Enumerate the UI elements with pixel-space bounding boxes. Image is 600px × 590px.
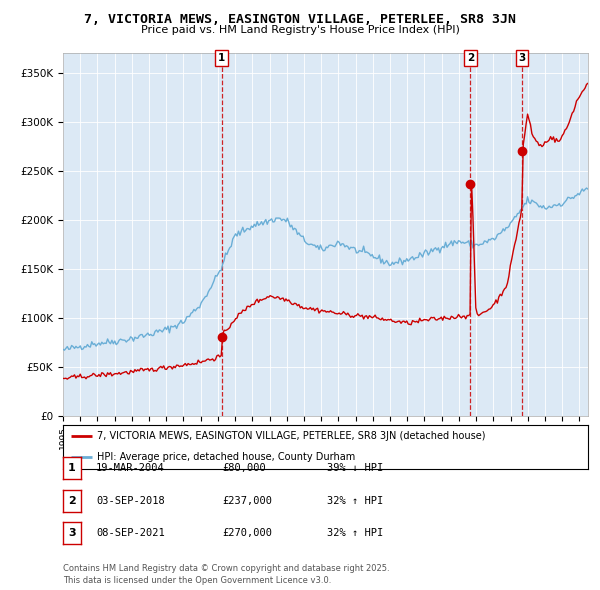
Text: 03-SEP-2018: 03-SEP-2018 [96, 496, 165, 506]
Text: Price paid vs. HM Land Registry's House Price Index (HPI): Price paid vs. HM Land Registry's House … [140, 25, 460, 35]
Text: 7, VICTORIA MEWS, EASINGTON VILLAGE, PETERLEE, SR8 3JN: 7, VICTORIA MEWS, EASINGTON VILLAGE, PET… [84, 13, 516, 26]
Text: £237,000: £237,000 [222, 496, 272, 506]
Text: HPI: Average price, detached house, County Durham: HPI: Average price, detached house, Coun… [97, 452, 355, 461]
Text: 2: 2 [467, 53, 474, 63]
Text: 2: 2 [68, 496, 76, 506]
Text: 32% ↑ HPI: 32% ↑ HPI [327, 496, 383, 506]
Text: 1: 1 [218, 53, 225, 63]
Text: 39% ↓ HPI: 39% ↓ HPI [327, 463, 383, 473]
Text: 3: 3 [518, 53, 526, 63]
Text: Contains HM Land Registry data © Crown copyright and database right 2025.
This d: Contains HM Land Registry data © Crown c… [63, 565, 389, 585]
Text: 08-SEP-2021: 08-SEP-2021 [96, 528, 165, 538]
Text: 1: 1 [68, 463, 76, 473]
Text: £270,000: £270,000 [222, 528, 272, 538]
Text: 7, VICTORIA MEWS, EASINGTON VILLAGE, PETERLEE, SR8 3JN (detached house): 7, VICTORIA MEWS, EASINGTON VILLAGE, PET… [97, 431, 485, 441]
Text: 32% ↑ HPI: 32% ↑ HPI [327, 528, 383, 538]
Text: 19-MAR-2004: 19-MAR-2004 [96, 463, 165, 473]
Text: 3: 3 [68, 528, 76, 538]
Text: £80,000: £80,000 [222, 463, 266, 473]
